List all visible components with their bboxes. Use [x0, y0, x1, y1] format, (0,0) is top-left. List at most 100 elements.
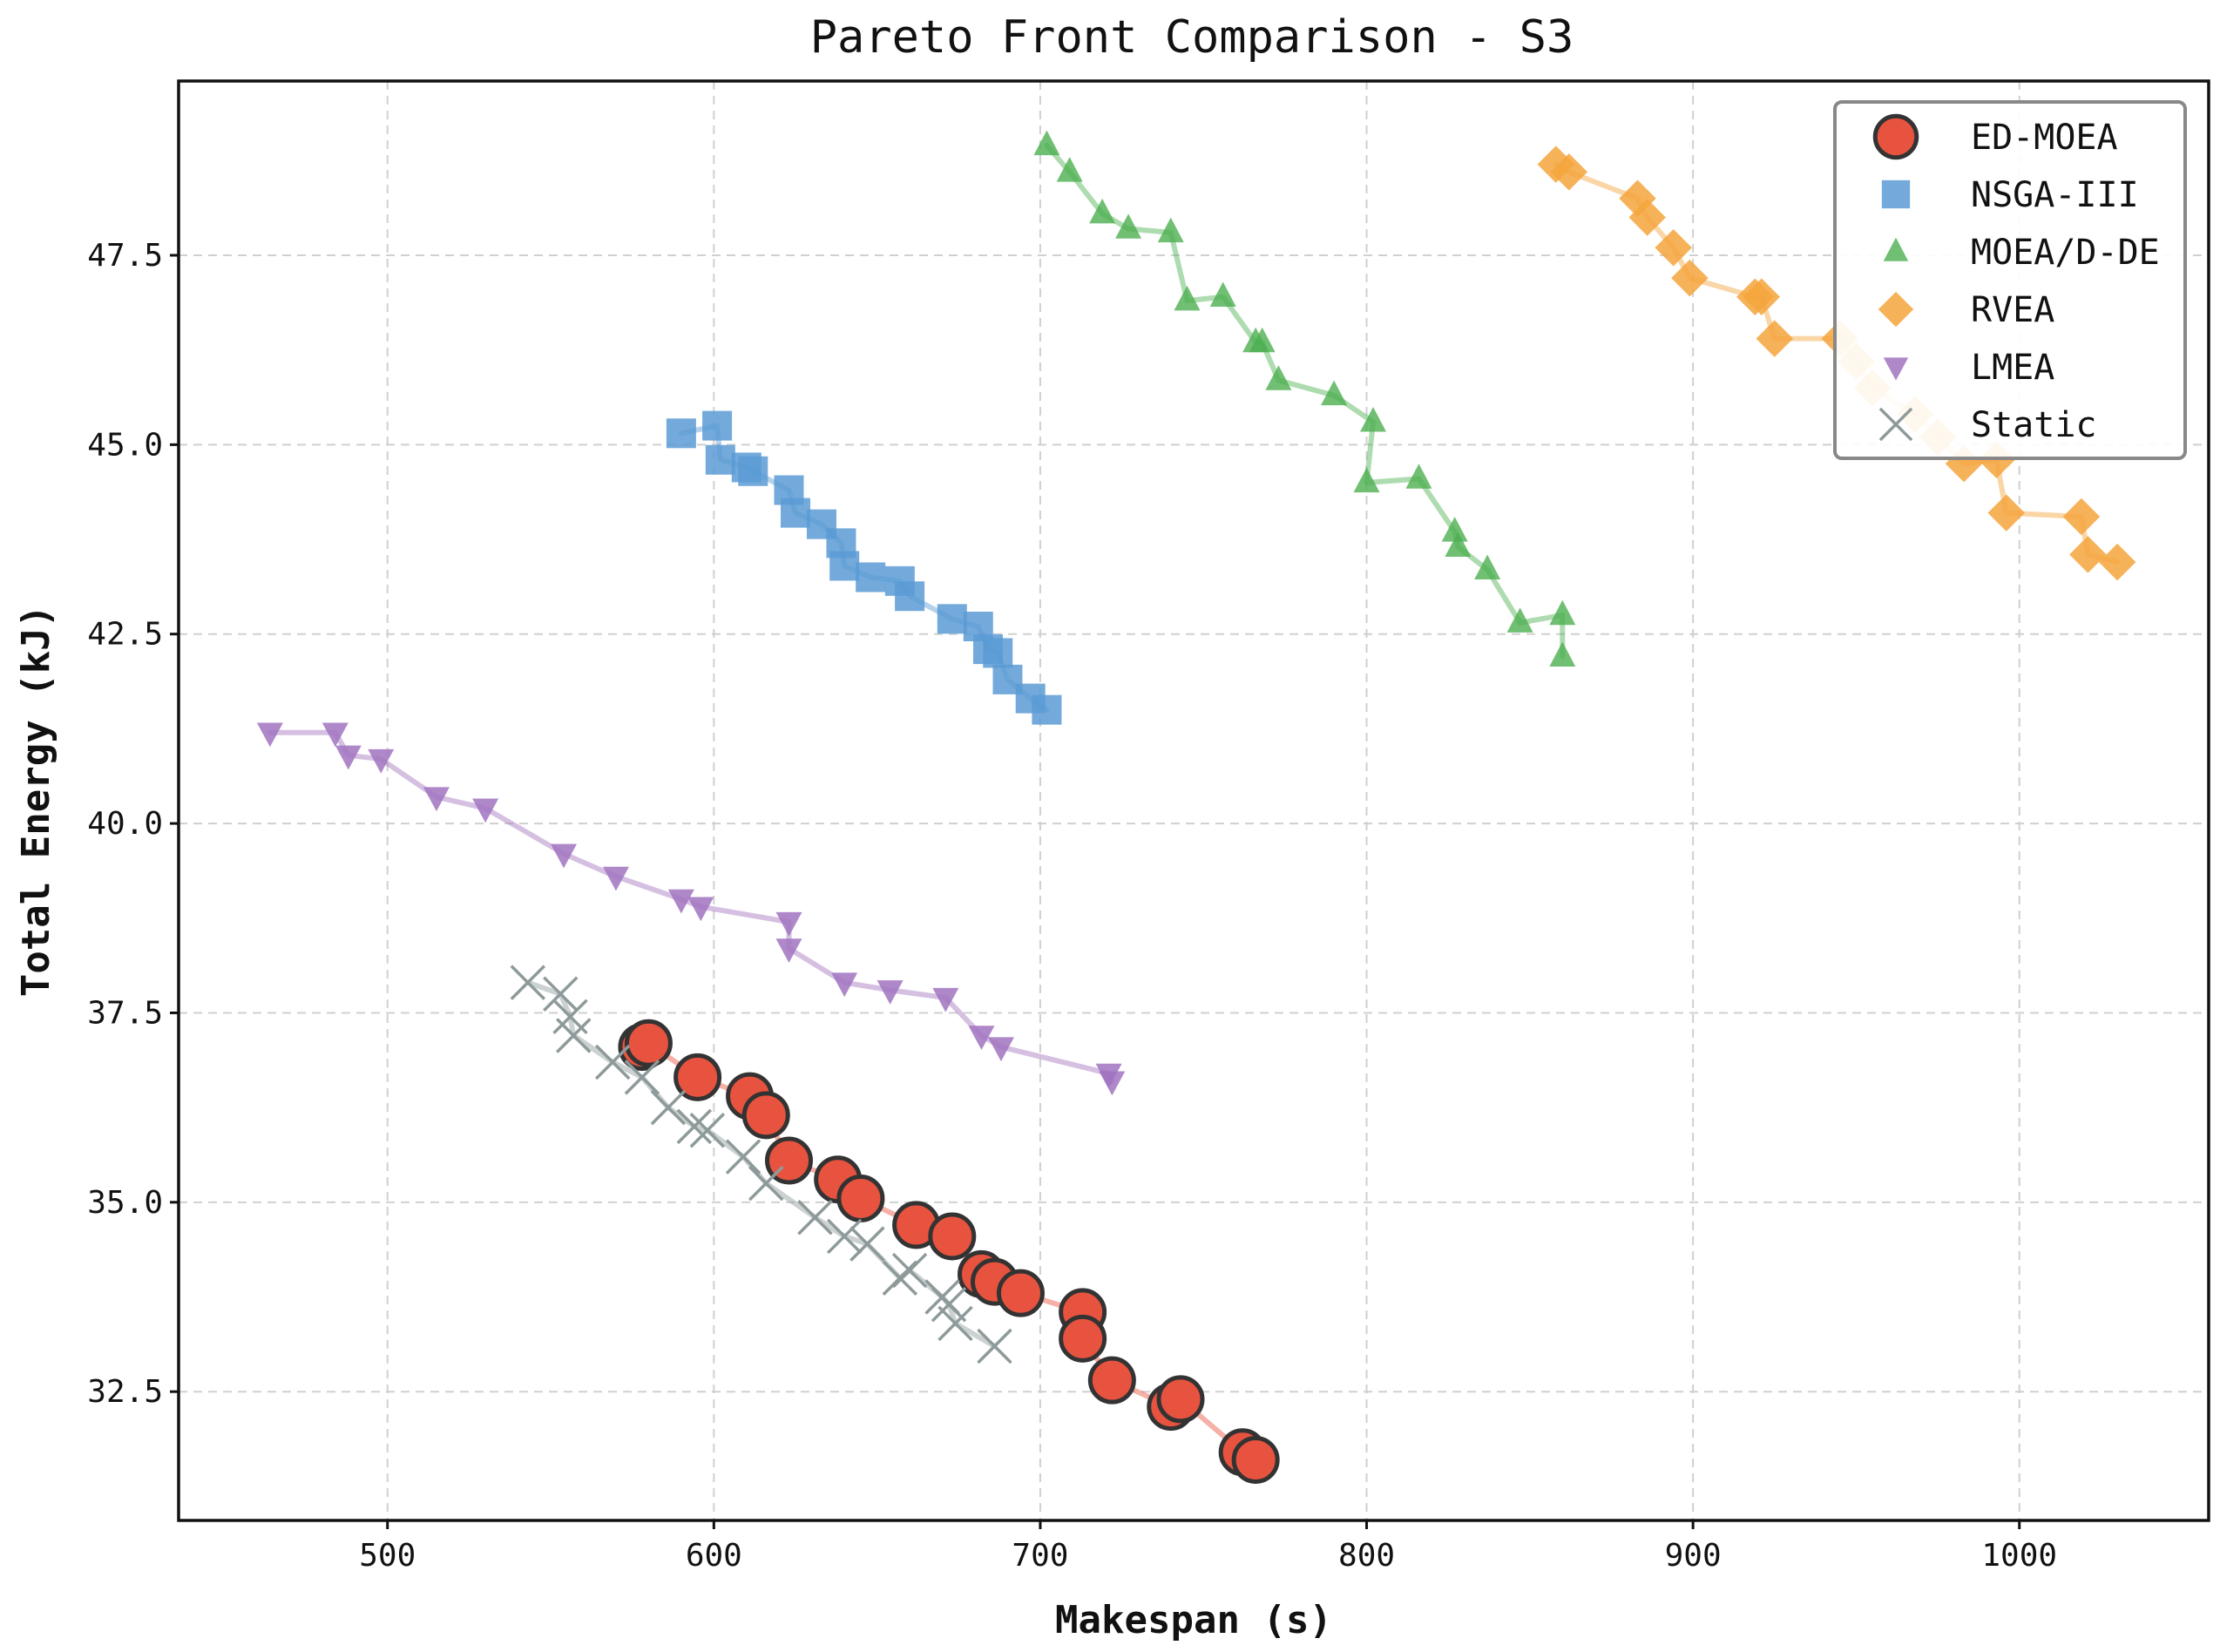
series-static	[510, 965, 1012, 1364]
point-rvea	[1671, 259, 1709, 297]
point-lmea	[932, 987, 959, 1012]
legend-marker-static	[1878, 407, 1913, 442]
grid-lines	[179, 81, 2209, 1520]
point-nsga-iii	[738, 456, 768, 486]
y-tick-label: 40.0	[87, 806, 163, 842]
point-nsga-iii	[895, 581, 925, 612]
point-ed-moea	[624, 1019, 673, 1067]
point-nsga-iii	[1032, 694, 1062, 725]
point-nsga-iii	[705, 444, 735, 475]
point-static	[556, 1018, 592, 1053]
series-ed-moea	[618, 1019, 1280, 1484]
point-rvea	[1628, 199, 1666, 236]
legend-item-moea-d-de: MOEA/D-DE	[1883, 233, 2160, 273]
x-mark-stroke	[826, 1218, 863, 1255]
point-lmea	[667, 889, 694, 914]
x-mark-stroke	[931, 1286, 967, 1323]
x-mark-stroke	[891, 1252, 928, 1289]
point-moea-d-de	[1321, 380, 1348, 406]
point-lmea	[687, 897, 714, 922]
x-mark-stroke	[556, 1018, 592, 1053]
point-rvea	[1987, 494, 2025, 531]
point-static	[510, 965, 546, 1000]
legend-label-lmea: LMEA	[1971, 348, 2054, 388]
x-mark-stroke	[725, 1139, 761, 1175]
legend-marker-rvea	[1878, 291, 1914, 328]
point-static	[725, 1139, 761, 1175]
point-static	[689, 1112, 726, 1148]
point-moea-d-de	[1157, 217, 1184, 243]
legend-item-rvea: RVEA	[1878, 290, 2054, 330]
point-ed-moea	[928, 1212, 977, 1261]
x-tick-label: 800	[1338, 1538, 1395, 1574]
point-static	[797, 1199, 833, 1236]
series-moea-d-de	[1033, 130, 1576, 667]
point-moea-d-de	[1474, 554, 1501, 580]
y-tick-label: 37.5	[87, 995, 163, 1031]
point-moea-d-de	[1056, 157, 1083, 182]
axis-ticks: 500 600 700 800 900 1000 32.5 35.0 37.5 40.0 42.5 4…	[87, 238, 2057, 1574]
point-moea-d-de	[1360, 407, 1387, 432]
plot-area-frame	[177, 79, 2210, 1522]
point-moea-d-de	[1115, 213, 1142, 239]
legend-label-rvea: RVEA	[1971, 290, 2054, 330]
point-moea-d-de	[1353, 467, 1380, 493]
y-tick-label: 32.5	[87, 1374, 163, 1410]
x-mark-stroke	[552, 999, 588, 1035]
point-lmea	[472, 798, 499, 823]
y-tick-label: 45.0	[87, 427, 163, 463]
legend-item-nsga-iii: NSGA-III	[1881, 175, 2139, 215]
point-rvea	[2069, 536, 2107, 573]
point-moea-d-de	[1265, 365, 1292, 390]
point-lmea	[1099, 1071, 1126, 1096]
x-tick-label: 500	[359, 1538, 416, 1574]
point-static	[543, 976, 579, 1012]
point-static	[676, 1108, 713, 1145]
chart-title: Pareto Front Comparison - S3	[810, 11, 1574, 64]
point-ed-moea	[1156, 1375, 1205, 1424]
point-rvea	[1550, 153, 1588, 191]
point-static	[977, 1328, 1012, 1364]
x-mark-stroke	[937, 1305, 973, 1342]
point-rvea	[1743, 278, 1781, 316]
point-nsga-iii	[856, 562, 886, 592]
point-ed-moea	[1231, 1435, 1280, 1484]
point-lmea	[775, 938, 802, 964]
x-mark-stroke	[510, 965, 546, 1000]
point-lmea	[968, 1026, 995, 1051]
x-mark-stroke	[676, 1108, 713, 1145]
x-tick-label: 900	[1665, 1538, 1722, 1574]
series-nsga-iii	[666, 410, 1062, 725]
point-lmea	[423, 787, 450, 812]
legend: ED-MOEA NSGA-III MOEA/D-DE RVEA LMEA Static	[1833, 100, 2187, 460]
point-rvea	[2098, 543, 2136, 581]
point-static	[594, 1044, 631, 1080]
point-ed-moea	[673, 1053, 722, 1101]
point-rvea	[1756, 320, 1794, 357]
point-moea-d-de	[1033, 130, 1060, 156]
point-moea-d-de	[1549, 641, 1576, 667]
x-axis-label: Makespan (s)	[1055, 1598, 1332, 1642]
x-mark-stroke	[650, 1089, 687, 1126]
point-ed-moea	[1087, 1356, 1136, 1405]
point-static	[931, 1286, 967, 1323]
point-moea-d-de	[1441, 517, 1468, 542]
x-mark-stroke	[543, 976, 579, 1012]
point-moea-d-de	[1506, 607, 1533, 633]
x-mark-stroke	[849, 1226, 885, 1262]
point-lmea	[368, 748, 395, 774]
point-moea-d-de	[1174, 285, 1201, 311]
point-rvea	[1655, 229, 1692, 267]
legend-item-ed-moea: ED-MOEA	[1872, 113, 2118, 160]
x-mark-stroke	[977, 1328, 1012, 1364]
point-lmea	[551, 843, 578, 869]
point-moea-d-de	[1089, 198, 1116, 224]
point-static	[624, 1060, 660, 1095]
point-lmea	[602, 866, 629, 891]
point-static	[891, 1252, 928, 1289]
legend-label-ed-moea: ED-MOEA	[1971, 118, 2118, 158]
x-tick-label: 700	[1012, 1538, 1068, 1574]
point-moea-d-de	[1209, 281, 1236, 308]
x-mark-stroke	[797, 1199, 833, 1236]
